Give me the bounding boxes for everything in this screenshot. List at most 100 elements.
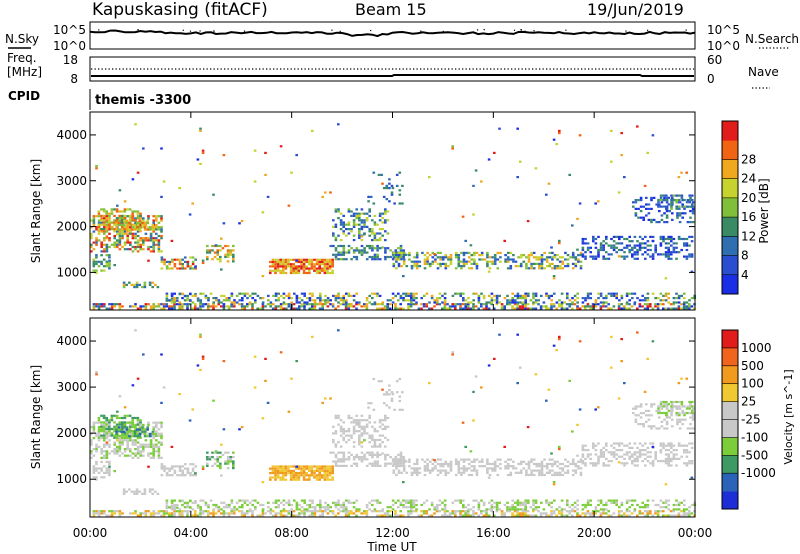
range-cell <box>368 441 371 444</box>
range-cell <box>157 432 161 435</box>
range-cell <box>465 262 468 265</box>
range-cell <box>212 301 215 304</box>
range-cell <box>173 512 176 515</box>
range-cell <box>313 301 317 304</box>
range-cell <box>485 305 488 308</box>
range-cell <box>651 239 655 242</box>
range-cell <box>113 241 116 244</box>
range-cell <box>134 432 137 435</box>
range-cell <box>540 294 543 297</box>
range-cell <box>100 260 103 263</box>
range-cell <box>201 151 205 154</box>
range-cell <box>339 503 343 507</box>
range-cell <box>282 514 285 517</box>
range-cell <box>578 514 582 517</box>
range-cell <box>248 301 252 304</box>
range-cell <box>339 506 343 509</box>
range-cell <box>125 283 128 286</box>
range-cell <box>163 467 166 470</box>
range-cell <box>584 457 587 460</box>
range-cell <box>302 263 306 266</box>
range-cell <box>564 471 567 474</box>
range-cell <box>399 510 402 513</box>
range-cell <box>628 506 631 509</box>
range-cell <box>365 297 369 300</box>
range-cell <box>550 506 553 509</box>
range-cell <box>402 514 405 517</box>
range-cell <box>641 246 644 249</box>
range-cell <box>295 267 298 270</box>
range-cell <box>482 503 486 507</box>
range-cell <box>186 514 189 517</box>
range-cell <box>683 444 686 447</box>
range-cell <box>373 443 377 446</box>
range-cell <box>617 191 621 194</box>
range-cell <box>241 292 244 295</box>
range-cell <box>688 514 691 517</box>
range-cell <box>230 294 234 297</box>
range-cell <box>571 462 575 466</box>
range-cell <box>381 307 384 310</box>
range-cell <box>683 405 686 408</box>
range-cell <box>555 143 558 146</box>
range-cell <box>194 472 197 475</box>
range-cell <box>650 425 653 428</box>
range-cell <box>117 428 121 431</box>
range-cell <box>386 462 390 465</box>
range-cell <box>199 333 202 336</box>
range-cell <box>672 449 676 452</box>
range-cell <box>516 499 520 502</box>
range-cell <box>308 292 312 295</box>
range-cell <box>451 147 454 150</box>
range-cell <box>232 467 235 470</box>
range-cell <box>667 499 670 502</box>
range-cell <box>480 305 483 308</box>
range-cell <box>656 510 660 513</box>
y-tick-label: 2000 <box>56 220 87 234</box>
range-cell <box>410 503 413 507</box>
range-cell <box>677 301 681 304</box>
range-cell <box>368 451 372 454</box>
range-cell <box>129 432 132 435</box>
range-cell <box>209 292 213 295</box>
range-cell <box>368 208 371 211</box>
range-cell <box>337 416 340 420</box>
range-cell <box>436 297 439 300</box>
range-cell <box>293 292 296 295</box>
range-cell <box>519 160 522 163</box>
range-cell <box>227 305 231 308</box>
range-cell <box>92 215 96 218</box>
range-cell <box>628 240 631 243</box>
range-cell <box>496 473 500 477</box>
range-cell <box>688 305 691 308</box>
range-cell <box>345 441 348 444</box>
range-cell <box>136 230 140 233</box>
range-cell <box>186 501 189 504</box>
range-cell <box>110 419 114 422</box>
range-cell <box>108 510 111 513</box>
range-cell <box>644 506 647 509</box>
range-cell <box>108 423 111 426</box>
range-cell <box>477 508 481 511</box>
range-cell <box>651 462 655 465</box>
range-cell <box>282 303 285 306</box>
range-cell <box>337 258 340 261</box>
range-cell <box>665 196 669 199</box>
range-cell <box>276 263 280 266</box>
range-cell <box>373 236 377 239</box>
range-cell <box>680 294 683 297</box>
range-cell <box>331 271 334 275</box>
range-cell <box>134 329 137 332</box>
range-cell <box>631 240 634 243</box>
range-cell <box>194 266 197 269</box>
range-cell <box>540 265 544 268</box>
range-cell <box>602 451 605 454</box>
range-cell <box>157 441 161 444</box>
range-cell <box>313 514 317 517</box>
range-cell <box>147 245 150 249</box>
range-cell <box>319 294 322 297</box>
range-cell <box>564 458 567 461</box>
range-cell <box>184 256 187 259</box>
range-cell <box>690 255 694 258</box>
range-cell <box>181 258 184 261</box>
